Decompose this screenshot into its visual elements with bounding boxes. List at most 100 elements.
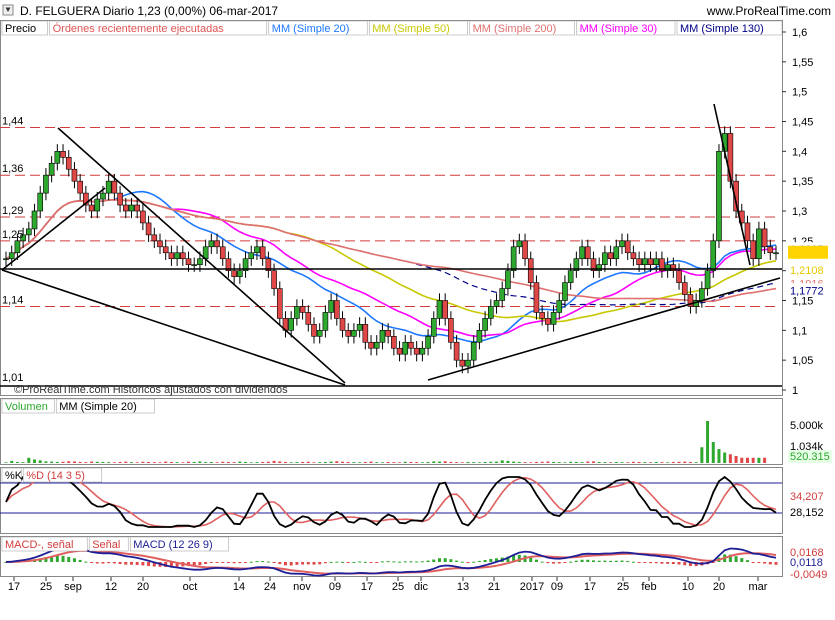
volume-bar — [426, 461, 430, 463]
macd-hist-bar — [175, 562, 179, 567]
candle — [539, 312, 545, 319]
candle — [522, 240, 528, 260]
price-badge-label: 1,2108 — [790, 265, 824, 277]
macd-hist-bar — [50, 556, 54, 562]
volume-bar — [443, 461, 447, 463]
level-label: 1,36 — [2, 163, 23, 175]
macd-legend-box[interactable] — [1, 536, 88, 552]
candle — [316, 330, 323, 337]
volume-bar — [460, 462, 464, 463]
macd-hist-bar — [489, 559, 493, 562]
candle — [356, 324, 363, 331]
candle — [425, 335, 431, 349]
candle — [305, 312, 312, 325]
candle — [288, 318, 294, 331]
x-tick-label: 25 — [617, 581, 629, 593]
volume-bar — [557, 462, 561, 463]
macd-legend-box[interactable] — [129, 536, 229, 552]
volume-bar — [495, 461, 499, 463]
candle — [37, 192, 44, 212]
volume-bar — [112, 462, 116, 463]
price-legend-box[interactable] — [268, 20, 368, 36]
price-legend-box[interactable] — [469, 20, 575, 36]
macd-hist-bar — [460, 561, 464, 563]
macd-hist-bar — [152, 562, 156, 567]
candle — [351, 330, 357, 337]
macd-hist-bar — [232, 562, 236, 564]
price-legend-box[interactable] — [676, 20, 783, 36]
volume-bar — [734, 456, 738, 463]
ma-line-200 — [5, 198, 777, 303]
macd-hist-bar — [768, 562, 772, 565]
volume-legend-box[interactable] — [55, 398, 155, 414]
macd-hist-bar — [552, 562, 556, 564]
macd-hist-bar — [261, 561, 265, 563]
macd-hist-bar — [278, 562, 282, 565]
price-legend-box[interactable] — [576, 20, 676, 36]
macd-hist-bar — [631, 561, 635, 563]
macd-hist-bar — [683, 562, 687, 566]
candle — [60, 151, 66, 158]
candle — [687, 294, 694, 307]
candle — [744, 222, 751, 242]
candle — [174, 252, 180, 260]
x-tick-label: 17 — [8, 581, 20, 593]
volume-bar — [683, 461, 687, 463]
candle — [573, 258, 580, 271]
x-tick-label: 09 — [551, 581, 563, 593]
candle — [676, 270, 682, 283]
macd-legend-box[interactable] — [88, 536, 129, 552]
volume-bar — [660, 462, 664, 463]
macd-hist-bar — [443, 558, 447, 562]
volume-bar — [306, 461, 310, 463]
candle — [231, 270, 237, 277]
trendline-spike — [713, 103, 751, 266]
volume-bar — [187, 461, 191, 463]
price-legend-box[interactable] — [1, 20, 48, 36]
macd-hist-bar — [244, 562, 248, 563]
macd-hist-bar — [751, 562, 755, 563]
macd-hist-bar — [415, 561, 419, 563]
volume-legend-box[interactable] — [1, 398, 55, 414]
candle — [214, 240, 220, 248]
candle — [579, 246, 585, 260]
volume-bar — [135, 462, 139, 463]
macd-hist-bar — [84, 561, 88, 563]
volume-bar — [244, 461, 248, 463]
x-tick-label: 2017 — [520, 581, 544, 593]
macd-hist-bar — [323, 562, 327, 564]
candle — [533, 282, 540, 313]
x-tick-label: 25 — [392, 581, 404, 593]
macd-hist-bar — [204, 562, 208, 565]
macd-hist-bar — [660, 562, 664, 564]
level-label: 1,29 — [2, 205, 23, 217]
stoch-legend-box[interactable] — [1, 467, 22, 483]
price-legend-box[interactable] — [49, 20, 268, 36]
volume-bar — [409, 461, 413, 463]
volume-bar — [751, 457, 755, 463]
candle — [733, 180, 739, 212]
macd-hist-bar — [363, 561, 367, 563]
candle — [185, 258, 192, 266]
x-tick-label: nov — [293, 581, 311, 593]
volume-bar — [255, 462, 259, 463]
macd-hist-bar — [289, 562, 293, 566]
price-legend-box[interactable] — [368, 20, 468, 36]
volume-bar — [346, 461, 350, 463]
x-tick-label: 09 — [329, 581, 341, 593]
candle — [168, 252, 175, 260]
volume-bar — [323, 461, 327, 463]
macd-hist-bar — [352, 561, 356, 563]
volume-bar — [129, 462, 133, 463]
macd-hist-bar — [614, 560, 618, 562]
x-tick-label: 10 — [682, 581, 694, 593]
stoch-legend-box[interactable] — [22, 467, 103, 483]
price-tick-label: 1,45 — [792, 117, 813, 129]
chart-note: ©ProRealTime.com Históricos ajustados co… — [14, 384, 288, 396]
volume-bar — [489, 461, 493, 463]
price-badge — [788, 263, 828, 277]
macd-hist-bar — [483, 559, 487, 562]
candle — [117, 192, 123, 206]
volume-bar — [61, 461, 65, 463]
